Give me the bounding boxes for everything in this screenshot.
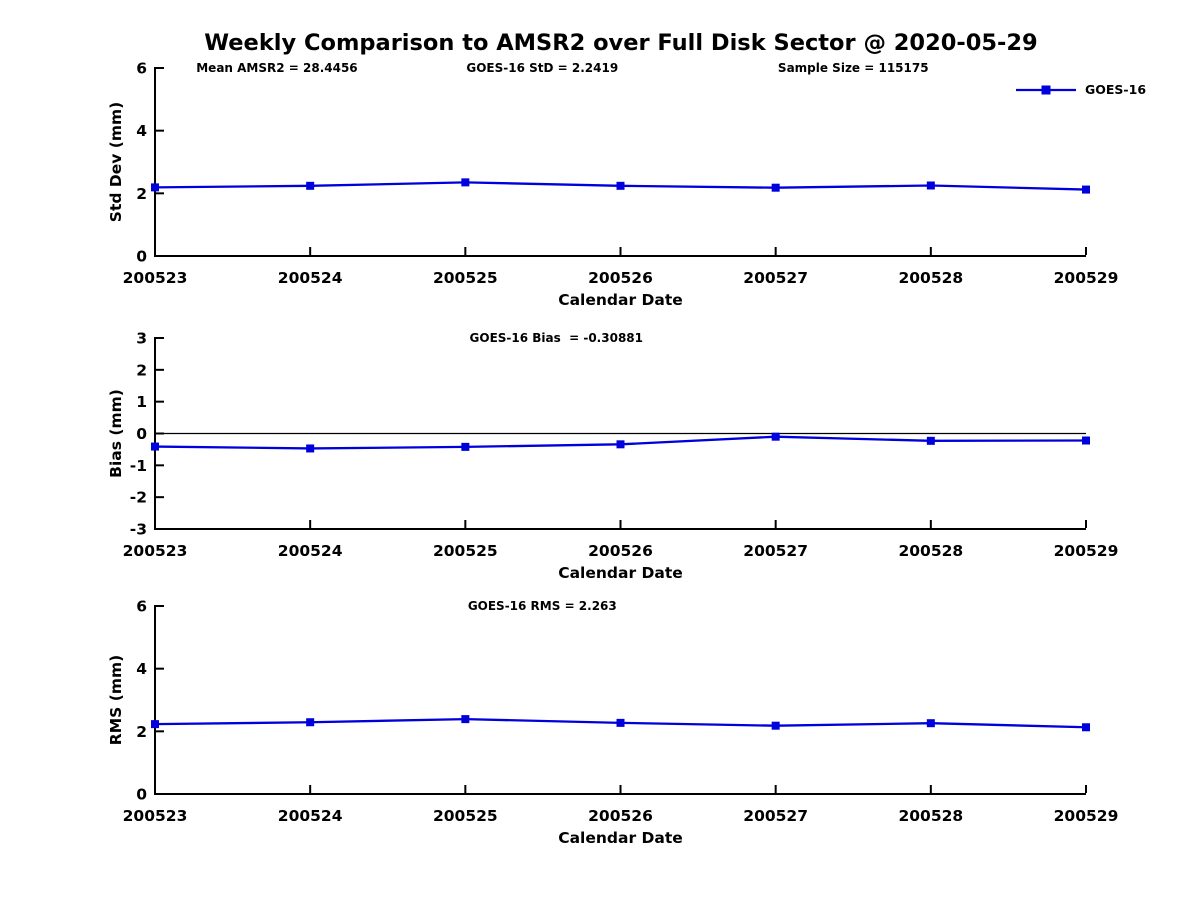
x-tick-label: 200528 [898,542,963,560]
x-tick-label: 200525 [433,542,498,560]
x-tick-label: 200529 [1054,269,1119,287]
x-tick-label: 200528 [898,269,963,287]
x-tick-label: 200529 [1054,807,1119,825]
stat-annotation: GOES-16 StD = 2.2419 [466,61,618,75]
data-point-marker [1082,723,1090,732]
x-tick-label: 200529 [1054,542,1119,560]
data-point-marker [461,442,470,451]
x-tick-label: 200523 [123,269,188,287]
data-point-marker [461,715,470,724]
data-point-marker [151,442,159,451]
legend-line-icon [1016,85,1076,94]
x-tick-label: 200525 [433,269,498,287]
y-tick-label: 6 [136,60,147,78]
stat-annotation: GOES-16 Bias = -0.30881 [470,331,643,345]
y-tick-label: 0 [136,248,147,266]
x-tick-label: 200523 [123,807,188,825]
stat-annotation: Sample Size = 115175 [778,61,929,75]
data-point-marker [306,444,315,453]
y-tick-label: 2 [136,185,147,203]
subplot-rms: 0 2 4 6 200523 200524 200525 200526 200527 200528… [107,598,1118,848]
data-point-marker [461,178,470,187]
y-tick-label: 2 [136,361,147,379]
y-tick-label: -1 [130,457,147,475]
x-tick-label: 200526 [588,542,653,560]
x-tick-label: 200526 [588,269,653,287]
y-tick-label: -3 [130,521,147,539]
x-axis-label: Calendar Date [558,564,683,582]
y-tick-label: 2 [136,723,147,741]
y-tick-label: 0 [136,425,147,443]
legend-series-label: GOES-16 [1085,82,1147,97]
x-axis-label: Calendar Date [558,291,683,309]
stat-annotation: Mean AMSR2 = 28.4456 [196,61,357,75]
y-tick-label: 6 [136,598,147,616]
data-point-marker [616,718,625,727]
subplot-std-dev: 0 2 4 6 200523 200524 200525 200526 200527 200528… [107,60,1118,310]
figure-title: Weekly Comparison to AMSR2 over Full Dis… [204,30,1038,56]
y-tick-label: 4 [136,660,147,678]
data-point-marker [926,719,935,728]
y-axis-label: Bias (mm) [107,389,125,478]
data-point-marker [151,183,159,192]
data-point-marker [926,436,935,445]
data-point-marker [1082,185,1090,194]
data-point-marker [1082,436,1090,445]
x-tick-label: 200528 [898,807,963,825]
data-point-marker [151,720,159,729]
x-tick-label: 200524 [278,542,343,560]
stat-annotation: GOES-16 RMS = 2.263 [468,599,617,613]
data-point-marker [926,181,935,190]
x-tick-label: 200527 [743,542,808,560]
x-tick-label: 200527 [743,807,808,825]
data-point-marker [771,432,780,441]
data-point-marker [771,721,780,730]
data-point-marker [306,718,315,727]
y-tick-label: 1 [136,393,147,411]
y-tick-label: -2 [130,489,147,507]
x-tick-label: 200524 [278,269,343,287]
legend: GOES-16 [1014,82,1146,97]
x-tick-label: 200527 [743,269,808,287]
y-axis-label: RMS (mm) [107,655,125,745]
x-tick-label: 200526 [588,807,653,825]
subplot-bias: -3 -2 -1 0 1 2 3 200523 200524 200525 200526 200527… [107,330,1118,583]
data-point-marker [306,181,315,190]
y-tick-label: 0 [136,786,147,804]
x-tick-label: 200524 [278,807,343,825]
data-point-marker [616,440,625,449]
y-tick-label: 3 [136,330,147,348]
y-axis-label: Std Dev (mm) [107,102,125,222]
data-point-marker [771,183,780,192]
x-tick-label: 200523 [123,542,188,560]
data-point-marker [616,181,625,190]
x-axis-label: Calendar Date [558,829,683,847]
y-tick-label: 4 [136,122,147,140]
x-tick-label: 200525 [433,807,498,825]
